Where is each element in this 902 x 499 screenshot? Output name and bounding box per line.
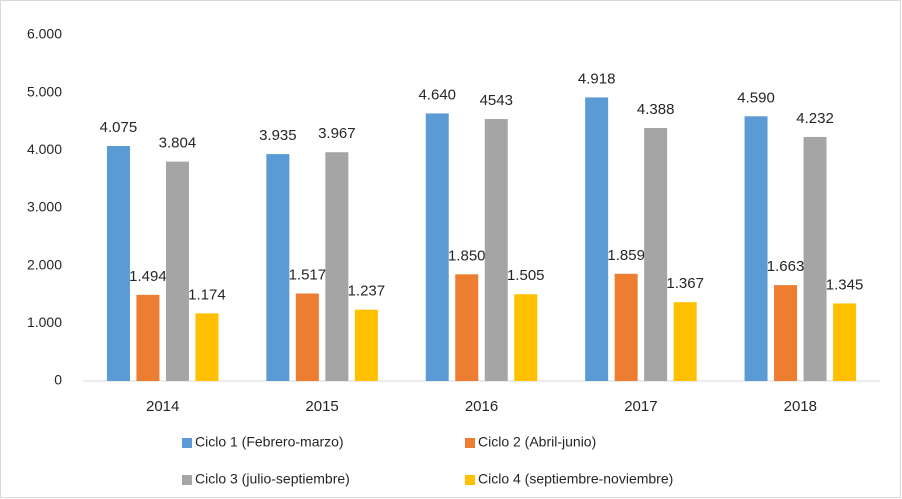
y-tick-label: 3.000 xyxy=(27,199,62,215)
data-label: 1.517 xyxy=(289,266,327,283)
bar xyxy=(136,294,160,381)
data-label: 1.367 xyxy=(666,275,704,292)
data-label: 4.640 xyxy=(418,86,456,103)
data-label: 3.935 xyxy=(259,127,297,144)
bar xyxy=(455,274,479,381)
data-label: 4543 xyxy=(480,92,513,109)
y-tick-label: 1.000 xyxy=(27,314,62,330)
data-label: 3.967 xyxy=(318,125,356,142)
bar xyxy=(106,146,130,381)
bar xyxy=(266,154,290,381)
data-label: 1.174 xyxy=(188,286,226,303)
bar xyxy=(354,309,378,381)
x-tick-label: 2016 xyxy=(465,398,498,415)
x-tick-label: 2014 xyxy=(146,398,179,415)
bar xyxy=(195,313,219,381)
legend-swatch xyxy=(182,475,192,485)
data-label: 4.388 xyxy=(637,101,675,118)
data-label: 1.237 xyxy=(348,283,386,300)
bar xyxy=(774,285,798,381)
x-tick-label: 2017 xyxy=(624,398,657,415)
legend-swatch xyxy=(465,438,475,448)
x-tick-label: 2018 xyxy=(784,398,817,415)
data-label: 1.663 xyxy=(767,258,805,275)
legend-label: Ciclo 4 (septiembre-noviembre) xyxy=(478,471,673,487)
y-tick-label: 2.000 xyxy=(27,256,62,272)
y-tick-label: 6.000 xyxy=(27,26,62,42)
legend-swatch xyxy=(465,475,475,485)
data-label: 1.345 xyxy=(826,276,864,293)
legend-label: Ciclo 1 (Febrero-marzo) xyxy=(195,434,344,450)
data-label: 1.494 xyxy=(129,268,167,285)
bar xyxy=(833,303,857,381)
y-tick-label: 5.000 xyxy=(27,83,62,99)
x-tick-label: 2015 xyxy=(305,398,338,415)
y-tick-label: 0 xyxy=(54,372,62,388)
bar xyxy=(614,273,638,381)
bar xyxy=(644,127,668,381)
bar xyxy=(585,97,609,382)
data-label: 4.590 xyxy=(737,89,775,106)
bar xyxy=(325,152,349,381)
bar xyxy=(425,113,449,381)
bar xyxy=(744,116,768,381)
data-label: 4.232 xyxy=(796,110,834,127)
bar xyxy=(514,294,538,381)
bar xyxy=(673,302,697,381)
legend-label: Ciclo 3 (julio-septiembre) xyxy=(195,471,350,487)
y-tick-label: 4.000 xyxy=(27,141,62,157)
data-label: 1.859 xyxy=(607,247,645,264)
bar xyxy=(295,293,319,381)
data-label: 4.075 xyxy=(100,119,138,136)
legend-label: Ciclo 2 (Abril-junio) xyxy=(478,434,596,450)
legend-swatch xyxy=(182,438,192,448)
bar xyxy=(484,119,508,382)
bar xyxy=(803,136,827,381)
data-label: 4.918 xyxy=(578,70,616,87)
bar xyxy=(165,161,189,381)
data-label: 3.804 xyxy=(159,135,197,152)
data-label: 1.850 xyxy=(448,247,486,264)
data-label: 1.505 xyxy=(507,267,545,284)
